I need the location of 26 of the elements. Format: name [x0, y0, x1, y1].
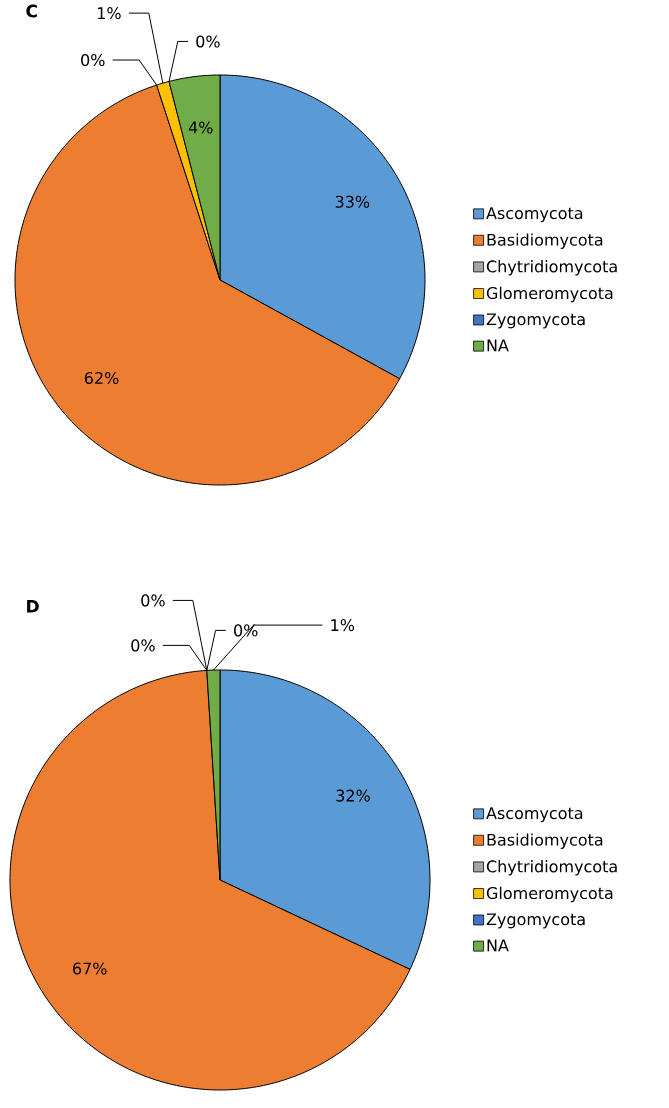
legend-label: Zygomycota — [486, 913, 585, 929]
text: 0% — [234, 624, 258, 637]
legend-label: Ascomycota — [486, 207, 583, 223]
data-label: 62% — [84, 371, 119, 385]
data-label: 33% — [335, 195, 370, 208]
data-label: 67% — [73, 962, 107, 975]
text: 0% — [81, 53, 105, 67]
data-label: 4% — [188, 121, 213, 134]
legend-label: Basidiomycota — [487, 233, 603, 249]
data-label: 1% — [97, 7, 121, 20]
text: 0% — [131, 639, 155, 652]
data-label: 32% — [336, 789, 370, 802]
chart-title: D — [27, 600, 39, 613]
legend-label: Glomeromycota — [486, 886, 613, 903]
legend-label: Glomeromycota — [486, 286, 613, 303]
text: 0% — [196, 35, 220, 48]
legend-label: Chytridiomycota — [486, 260, 617, 276]
legend-label: Basidiomycota — [487, 833, 603, 849]
legend-label: NA — [487, 339, 509, 352]
chart-title: C — [26, 4, 37, 18]
legend-label: Zygomycota — [486, 313, 585, 329]
text: 0% — [141, 594, 165, 607]
legend-label: NA — [487, 939, 509, 952]
data-label: 1% — [331, 619, 355, 632]
legend-label: Chytridiomycota — [486, 860, 617, 876]
legend-label: Ascomycota — [486, 807, 583, 823]
